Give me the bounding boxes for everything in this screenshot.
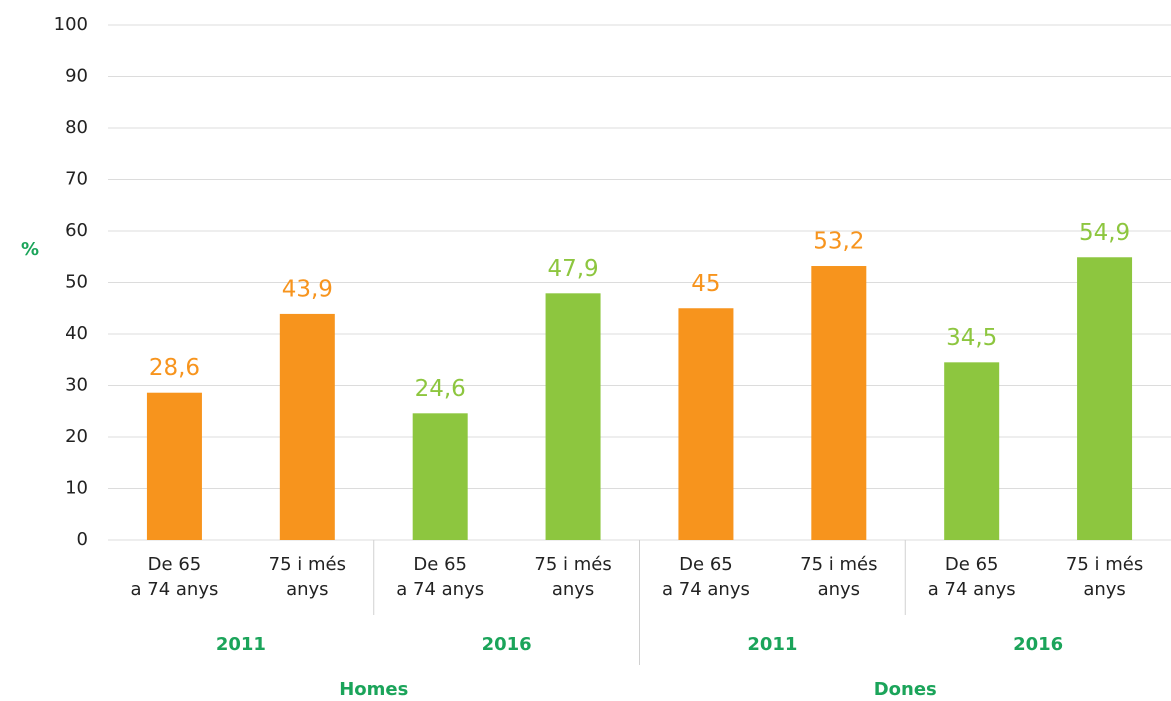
x-tick-label: 75 i més anys [1066, 554, 1143, 600]
value-label: 54,9 [1079, 220, 1130, 246]
bar [678, 308, 734, 540]
x-tick-label-line: anys [552, 579, 594, 600]
bar [146, 392, 202, 540]
x-tick-label-line: a 74 anys [396, 579, 484, 600]
y-tick-label: 10 [65, 478, 88, 499]
y-tick-label: 70 [65, 169, 88, 190]
value-label: 47,9 [547, 256, 598, 282]
y-axis-label: % [21, 239, 39, 260]
y-tick-label: 40 [65, 323, 88, 344]
x-tick-label-line: a 74 anys [928, 579, 1016, 600]
y-tick-label: 50 [65, 272, 88, 293]
sex-label: Dones [874, 679, 937, 700]
y-tick-label: 0 [77, 529, 88, 550]
x-tick-label-line: De 65 [679, 554, 733, 575]
sex-label: Homes [339, 679, 408, 700]
x-tick-label-line: De 65 [413, 554, 467, 575]
year-label: 2016 [1013, 634, 1063, 655]
x-tick-label-line: 75 i més [1066, 554, 1143, 575]
x-tick-label: 75 i més anys [269, 554, 346, 600]
y-tick-label: 30 [65, 375, 88, 396]
x-tick-label: De 65 a 74 anys [131, 554, 219, 600]
x-tick-label-line: anys [1083, 579, 1125, 600]
y-tick-label: 20 [65, 426, 88, 447]
bar [811, 266, 867, 540]
y-tick-label: 90 [65, 66, 88, 87]
x-tick-label-line: 75 i més [269, 554, 346, 575]
value-label: 34,5 [946, 325, 997, 351]
year-label: 2011 [747, 634, 797, 655]
bar [279, 313, 335, 540]
value-label: 28,6 [149, 355, 200, 381]
value-label: 45 [691, 271, 720, 297]
x-tick-label: 75 i més anys [534, 554, 611, 600]
bar [1077, 257, 1133, 540]
value-label: 43,9 [282, 276, 333, 302]
y-tick-label: 100 [54, 14, 88, 35]
bar [545, 293, 601, 540]
x-tick-label: De 65 a 74 anys [396, 554, 484, 600]
year-label: 2011 [216, 634, 266, 655]
year-label: 2016 [482, 634, 532, 655]
x-tick-label-line: anys [818, 579, 860, 600]
x-tick-label-line: De 65 [148, 554, 202, 575]
x-tick-label-line: a 74 anys [662, 579, 750, 600]
x-tick-label: 75 i més anys [800, 554, 877, 600]
y-tick-label: 80 [65, 117, 88, 138]
x-tick-label-line: 75 i més [534, 554, 611, 575]
bar [412, 413, 468, 540]
value-label: 53,2 [813, 229, 864, 255]
x-tick-label: De 65 a 74 anys [928, 554, 1016, 600]
y-tick-label: 60 [65, 220, 88, 241]
x-tick-label-line: 75 i més [800, 554, 877, 575]
x-tick-label-line: De 65 [945, 554, 999, 575]
value-label: 24,6 [415, 376, 466, 402]
bar [944, 362, 1000, 540]
x-tick-label-line: a 74 anys [131, 579, 219, 600]
x-tick-label-line: anys [286, 579, 328, 600]
x-tick-label: De 65 a 74 anys [662, 554, 750, 600]
